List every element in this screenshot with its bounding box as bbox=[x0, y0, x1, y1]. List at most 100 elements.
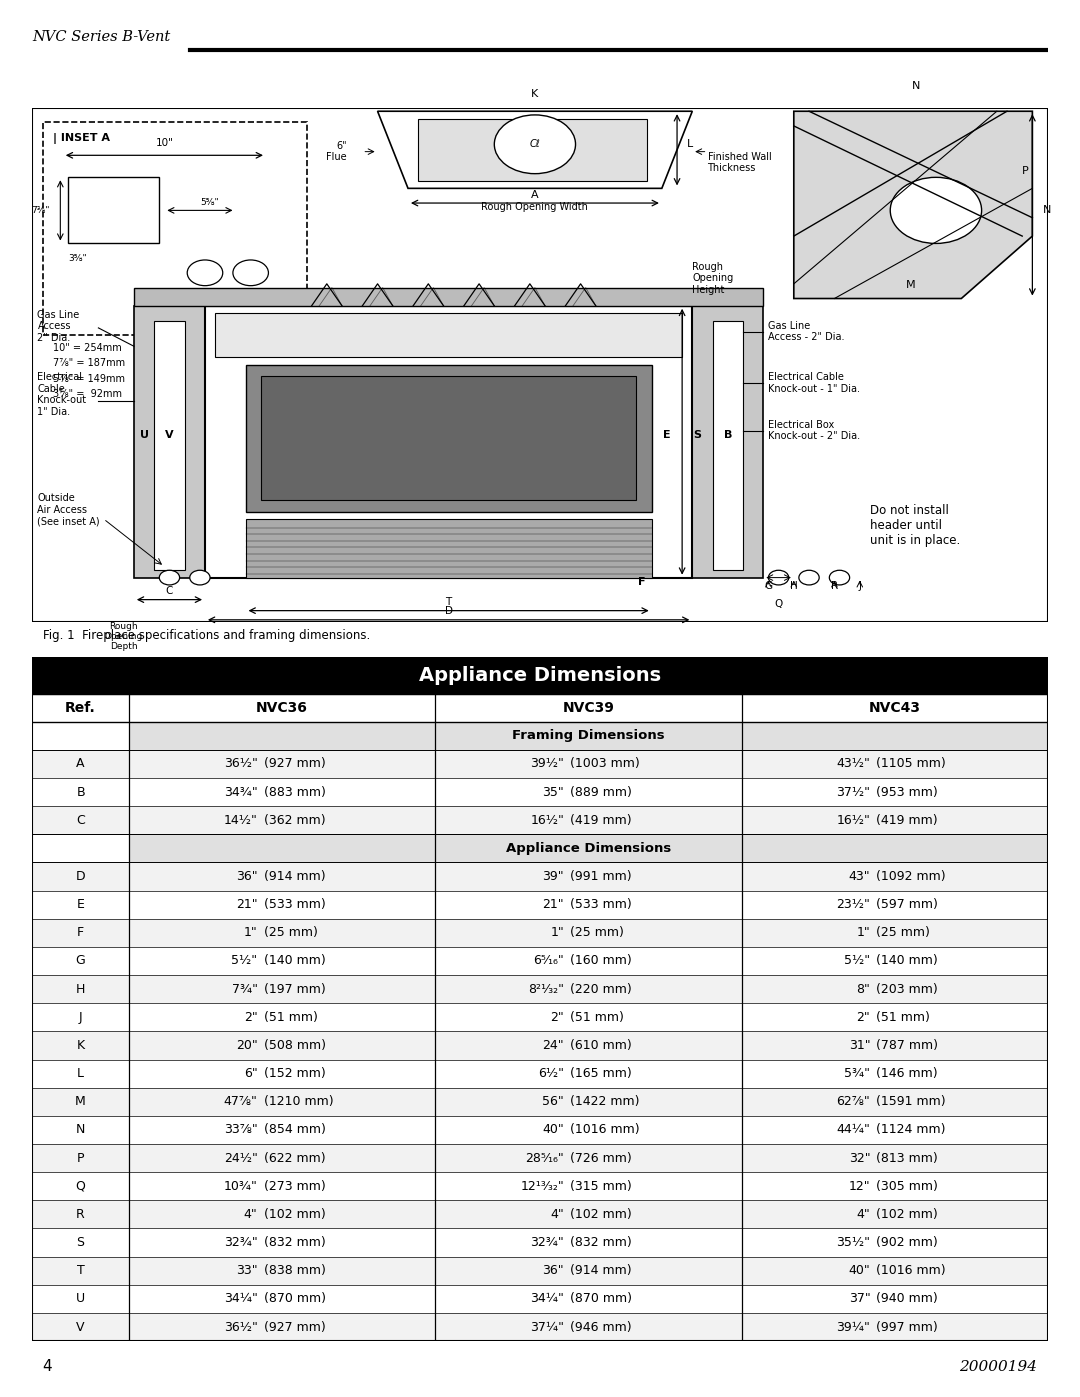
Text: (927 mm): (927 mm) bbox=[264, 1320, 325, 1334]
Circle shape bbox=[495, 115, 576, 173]
Text: 34¾": 34¾" bbox=[224, 785, 258, 799]
Bar bbox=[32, 947, 1048, 975]
Bar bbox=[418, 119, 647, 182]
Text: (51 mm): (51 mm) bbox=[264, 1011, 318, 1024]
Text: D: D bbox=[445, 606, 453, 616]
Text: F: F bbox=[77, 926, 84, 939]
Text: (160 mm): (160 mm) bbox=[570, 954, 632, 968]
Text: (622 mm): (622 mm) bbox=[264, 1151, 325, 1165]
Text: (165 mm): (165 mm) bbox=[570, 1067, 632, 1080]
Bar bbox=[32, 1003, 1048, 1031]
Text: 5⅝": 5⅝" bbox=[201, 198, 219, 207]
Bar bbox=[32, 1088, 1048, 1116]
Text: (1422 mm): (1422 mm) bbox=[570, 1095, 639, 1108]
Text: R: R bbox=[831, 581, 838, 591]
Text: NVC39: NVC39 bbox=[563, 701, 615, 715]
Text: D: D bbox=[76, 870, 85, 883]
Bar bbox=[134, 288, 764, 306]
Text: (997 mm): (997 mm) bbox=[877, 1320, 939, 1334]
Text: (914 mm): (914 mm) bbox=[264, 870, 325, 883]
Text: E: E bbox=[663, 430, 671, 440]
Bar bbox=[32, 1116, 1048, 1144]
Text: 24": 24" bbox=[542, 1039, 564, 1052]
Text: 5½": 5½" bbox=[231, 954, 258, 968]
Text: P: P bbox=[1022, 166, 1029, 176]
Text: (362 mm): (362 mm) bbox=[264, 813, 325, 827]
Text: Outside
Air Access
(See inset A): Outside Air Access (See inset A) bbox=[38, 493, 100, 527]
Text: B: B bbox=[724, 430, 732, 440]
Text: 32¾": 32¾" bbox=[224, 1236, 258, 1249]
Text: (220 mm): (220 mm) bbox=[570, 982, 632, 996]
Text: 39½": 39½" bbox=[530, 757, 564, 770]
Text: 3⅝": 3⅝" bbox=[68, 254, 86, 264]
Text: N: N bbox=[912, 81, 920, 91]
Text: 6"
Flue: 6" Flue bbox=[326, 141, 347, 162]
Text: S: S bbox=[77, 1236, 84, 1249]
Text: (533 mm): (533 mm) bbox=[264, 898, 325, 911]
Text: 6⁵⁄₁₆": 6⁵⁄₁₆" bbox=[534, 954, 564, 968]
Text: Electrical Cable
Knock-out - 1" Dia.: Electrical Cable Knock-out - 1" Dia. bbox=[769, 372, 861, 394]
Text: (140 mm): (140 mm) bbox=[264, 954, 325, 968]
Text: 2": 2" bbox=[551, 1011, 564, 1024]
Text: N: N bbox=[1042, 205, 1051, 215]
Polygon shape bbox=[794, 112, 1032, 299]
Text: (1092 mm): (1092 mm) bbox=[877, 870, 946, 883]
Bar bbox=[32, 657, 1048, 694]
Text: 21": 21" bbox=[542, 898, 564, 911]
Bar bbox=[32, 1228, 1048, 1257]
Bar bbox=[32, 750, 1048, 778]
Text: G: G bbox=[765, 581, 772, 591]
Text: 1": 1" bbox=[856, 926, 870, 939]
Text: 2": 2" bbox=[856, 1011, 870, 1024]
Text: (1003 mm): (1003 mm) bbox=[570, 757, 640, 770]
Text: (419 mm): (419 mm) bbox=[570, 813, 632, 827]
Text: F: F bbox=[638, 577, 645, 587]
Bar bbox=[32, 1031, 1048, 1059]
Text: 5¾": 5¾" bbox=[845, 1067, 870, 1080]
Bar bbox=[32, 1313, 1048, 1341]
Text: (305 mm): (305 mm) bbox=[877, 1179, 939, 1193]
Text: 33": 33" bbox=[237, 1264, 258, 1277]
Bar bbox=[245, 518, 651, 577]
Text: V: V bbox=[165, 430, 174, 440]
Text: (832 mm): (832 mm) bbox=[264, 1236, 325, 1249]
Text: (508 mm): (508 mm) bbox=[264, 1039, 326, 1052]
Text: Appliance Dimensions: Appliance Dimensions bbox=[419, 666, 661, 686]
Text: (1591 mm): (1591 mm) bbox=[877, 1095, 946, 1108]
Polygon shape bbox=[378, 112, 692, 189]
Text: 44¼": 44¼" bbox=[837, 1123, 870, 1136]
Text: S: S bbox=[693, 430, 701, 440]
Text: M: M bbox=[905, 279, 915, 289]
Circle shape bbox=[233, 260, 269, 285]
Text: (533 mm): (533 mm) bbox=[570, 898, 632, 911]
Bar bbox=[32, 778, 1048, 806]
Text: (25 mm): (25 mm) bbox=[877, 926, 930, 939]
Bar bbox=[32, 1257, 1048, 1285]
Text: L: L bbox=[687, 140, 693, 149]
Bar bbox=[129, 834, 1048, 862]
Text: (597 mm): (597 mm) bbox=[877, 898, 939, 911]
Text: (787 mm): (787 mm) bbox=[877, 1039, 939, 1052]
Text: 8²¹⁄₃₂": 8²¹⁄₃₂" bbox=[528, 982, 564, 996]
Text: (870 mm): (870 mm) bbox=[570, 1292, 632, 1305]
Text: (870 mm): (870 mm) bbox=[264, 1292, 326, 1305]
Bar bbox=[68, 177, 160, 243]
Text: (315 mm): (315 mm) bbox=[570, 1179, 632, 1193]
Text: 8": 8" bbox=[856, 982, 870, 996]
Text: H: H bbox=[789, 581, 798, 591]
Text: 62⅞": 62⅞" bbox=[837, 1095, 870, 1108]
Text: C: C bbox=[77, 813, 85, 827]
Text: 47⅞": 47⅞" bbox=[224, 1095, 258, 1108]
Text: 4": 4" bbox=[244, 1208, 258, 1221]
Text: 16½": 16½" bbox=[530, 813, 564, 827]
Text: V: V bbox=[77, 1320, 85, 1334]
Text: (832 mm): (832 mm) bbox=[570, 1236, 632, 1249]
Text: 33⅞": 33⅞" bbox=[224, 1123, 258, 1136]
Text: (1210 mm): (1210 mm) bbox=[264, 1095, 334, 1108]
Bar bbox=[205, 306, 692, 577]
Text: (953 mm): (953 mm) bbox=[877, 785, 939, 799]
Text: 10¾": 10¾" bbox=[224, 1179, 258, 1193]
Text: (902 mm): (902 mm) bbox=[877, 1236, 939, 1249]
Text: (946 mm): (946 mm) bbox=[570, 1320, 632, 1334]
Text: NVC36: NVC36 bbox=[256, 701, 308, 715]
